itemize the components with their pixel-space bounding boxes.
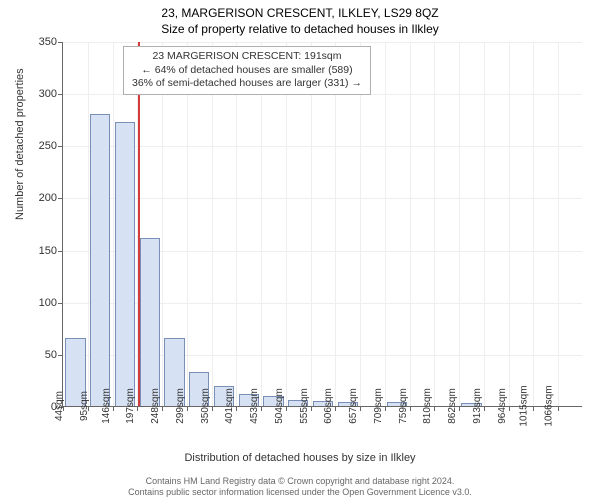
footer-line-1: Contains HM Land Registry data © Crown c… — [0, 476, 600, 487]
footer-line-2: Contains public sector information licen… — [0, 487, 600, 498]
gridline-h — [63, 42, 582, 43]
gridline-v — [113, 42, 114, 406]
x-tick-label: 862sqm — [441, 388, 458, 424]
gridline-v — [434, 42, 435, 406]
x-tick-mark — [137, 406, 138, 411]
gridline-v — [558, 42, 559, 406]
x-tick-mark — [162, 406, 163, 411]
annotation-line: ← 64% of detached houses are smaller (58… — [132, 64, 362, 78]
reference-line — [138, 42, 140, 406]
plot-area: 05010015020025030035044sqm95sqm146sqm197… — [62, 42, 582, 407]
gridline-v — [311, 42, 312, 406]
footer-attribution: Contains HM Land Registry data © Crown c… — [0, 476, 600, 498]
annotation-box: 23 MARGERISON CRESCENT: 191sqm← 64% of d… — [123, 46, 371, 95]
x-tick-mark — [385, 406, 386, 411]
x-tick-label: 606sqm — [318, 388, 335, 424]
histogram-bar — [140, 238, 160, 406]
y-axis-label: Number of detached properties — [14, 68, 26, 220]
gridline-v — [410, 42, 411, 406]
x-tick-mark — [63, 406, 64, 411]
x-tick-label: 810sqm — [417, 388, 434, 424]
x-tick-label: 657sqm — [342, 388, 359, 424]
annotation-line: 36% of semi-detached houses are larger (… — [132, 77, 362, 91]
y-tick-mark — [58, 303, 63, 304]
gridline-v — [509, 42, 510, 406]
y-tick-mark — [58, 146, 63, 147]
gridline-v — [533, 42, 534, 406]
y-tick-mark — [58, 198, 63, 199]
annotation-line: 23 MARGERISON CRESCENT: 191sqm — [132, 50, 362, 64]
x-tick-label: 453sqm — [243, 388, 260, 424]
gridline-v — [162, 42, 163, 406]
gridline-h — [63, 146, 582, 147]
x-tick-label: 555sqm — [293, 388, 310, 424]
histogram-bar — [90, 114, 110, 406]
x-tick-mark — [558, 406, 559, 411]
gridline-v — [88, 42, 89, 406]
x-tick-mark — [335, 406, 336, 411]
x-tick-label: 504sqm — [268, 388, 285, 424]
x-tick-mark — [261, 406, 262, 411]
histogram-chart: 05010015020025030035044sqm95sqm146sqm197… — [62, 42, 582, 407]
x-tick-mark — [533, 406, 534, 411]
x-tick-label: 146sqm — [95, 388, 112, 424]
x-tick-mark — [459, 406, 460, 411]
x-tick-label: 913sqm — [466, 388, 483, 424]
gridline-v — [286, 42, 287, 406]
x-tick-mark — [434, 406, 435, 411]
gridline-v — [459, 42, 460, 406]
x-tick-mark — [187, 406, 188, 411]
gridline-v — [261, 42, 262, 406]
y-tick-mark — [58, 251, 63, 252]
x-tick-mark — [88, 406, 89, 411]
x-tick-mark — [410, 406, 411, 411]
histogram-bar — [115, 122, 135, 406]
x-tick-mark — [484, 406, 485, 411]
y-tick-mark — [58, 94, 63, 95]
x-tick-label: 964sqm — [491, 388, 508, 424]
gridline-v — [484, 42, 485, 406]
gridline-v — [335, 42, 336, 406]
x-tick-label: 350sqm — [194, 388, 211, 424]
gridline-h — [63, 198, 582, 199]
x-tick-label: 197sqm — [119, 388, 136, 424]
y-tick-mark — [58, 355, 63, 356]
x-tick-label: 248sqm — [144, 388, 161, 424]
x-tick-mark — [113, 406, 114, 411]
x-tick-label: 709sqm — [367, 388, 384, 424]
x-tick-mark — [212, 406, 213, 411]
x-tick-label: 759sqm — [392, 388, 409, 424]
gridline-v — [212, 42, 213, 406]
gridline-v — [360, 42, 361, 406]
page-subtitle: Size of property relative to detached ho… — [0, 20, 600, 40]
x-tick-label: 299sqm — [169, 388, 186, 424]
x-tick-mark — [360, 406, 361, 411]
x-tick-mark — [311, 406, 312, 411]
x-tick-label: 1066sqm — [538, 385, 555, 426]
x-tick-label: 1015sqm — [513, 385, 530, 426]
gridline-v — [236, 42, 237, 406]
x-tick-mark — [286, 406, 287, 411]
page-title: 23, MARGERISON CRESCENT, ILKLEY, LS29 8Q… — [0, 0, 600, 20]
x-tick-mark — [236, 406, 237, 411]
gridline-v — [187, 42, 188, 406]
x-tick-label: 401sqm — [219, 388, 236, 424]
y-tick-mark — [58, 42, 63, 43]
x-tick-mark — [509, 406, 510, 411]
x-axis-label: Distribution of detached houses by size … — [0, 452, 600, 464]
gridline-v — [385, 42, 386, 406]
